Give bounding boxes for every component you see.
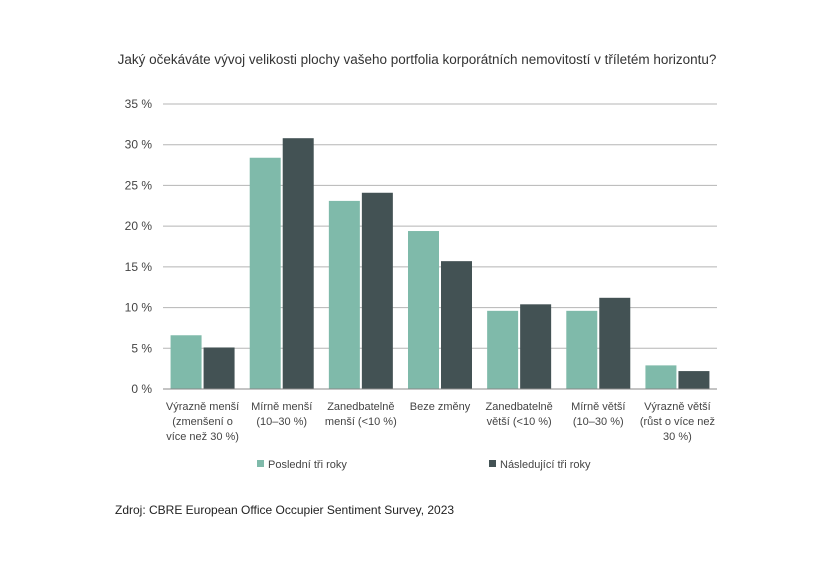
bar-next-three-years	[282, 138, 314, 389]
bar-next-three-years	[361, 192, 393, 389]
x-category-label-line: více než 30 %)	[166, 431, 239, 443]
y-axis-tick-labels: 0 % 5 % 10 % 15 % 20 % 25 % 30 % 35 %	[125, 97, 153, 396]
bar-last-three-years	[645, 365, 677, 389]
bar-last-three-years	[249, 157, 281, 389]
x-category-label: Zanedbatelně menší (<10 %)	[325, 401, 397, 428]
x-category-label-line: Zanedbatelně	[486, 401, 553, 413]
x-category-label: Výrazně větší (růst o více než 30 %)	[640, 401, 715, 443]
x-category-label-line: Výrazně větší	[644, 401, 711, 413]
bars	[170, 138, 710, 389]
bar-next-three-years	[678, 371, 710, 389]
x-category-label-line: Beze změny	[410, 401, 471, 413]
x-category-label-line: větší (<10 %)	[487, 416, 552, 428]
legend-label: Následující tři roky	[500, 459, 591, 471]
y-tick-label: 20 %	[125, 219, 153, 233]
x-category-label-line: Výrazně menší	[166, 401, 239, 413]
x-category-label-line: (10–30 %)	[573, 416, 624, 428]
y-tick-label: 10 %	[125, 301, 153, 315]
x-category-label: Výrazně menší (zmenšení o více než 30 %)	[166, 401, 239, 443]
bar-last-three-years	[408, 231, 439, 389]
x-category-label-line: (10–30 %)	[256, 416, 307, 428]
legend-swatch	[257, 460, 264, 467]
bar-next-three-years	[520, 304, 552, 389]
x-category-label: Mírně menší (10–30 %)	[251, 401, 312, 428]
y-tick-label: 5 %	[131, 341, 152, 355]
bar-next-three-years	[203, 347, 235, 389]
y-tick-label: 30 %	[125, 138, 153, 152]
x-category-label-line: 30 %)	[663, 431, 692, 443]
bar-last-three-years	[170, 335, 202, 389]
y-tick-label: 35 %	[125, 97, 153, 111]
x-category-label-line: (zmenšení o	[172, 416, 233, 428]
legend-swatch	[489, 460, 496, 467]
x-category-label-line: Zanedbatelně	[327, 401, 394, 413]
y-tick-label: 25 %	[125, 178, 153, 192]
bar-next-three-years	[441, 261, 472, 389]
source-note: Zdroj: CBRE European Office Occupier Sen…	[115, 503, 455, 517]
gridlines	[163, 103, 717, 349]
x-category-label: Mírně větší (10–30 %)	[571, 401, 625, 428]
x-category-label: Beze změny	[410, 401, 471, 413]
y-tick-label: 15 %	[125, 260, 153, 274]
bar-last-three-years	[328, 200, 360, 389]
legend-label: Poslední tři roky	[268, 459, 347, 471]
x-axis-category-labels: Výrazně menší (zmenšení o více než 30 %) Mí…	[166, 401, 715, 443]
chart-title: Jaký očekáváte vývoj velikosti plochy va…	[117, 52, 717, 67]
bar-last-three-years	[566, 310, 598, 389]
x-category-label-line: (růst o více než	[640, 416, 715, 428]
bar-last-three-years	[487, 310, 519, 389]
x-category-label-line: menší (<10 %)	[325, 416, 397, 428]
x-category-label-line: Mírně menší	[251, 401, 312, 413]
legend: Poslední tři roky Následující tři roky	[257, 459, 591, 471]
y-tick-label: 0 %	[131, 382, 152, 396]
x-category-label: Zanedbatelně větší (<10 %)	[486, 401, 553, 428]
x-category-label-line: Mírně větší	[571, 401, 625, 413]
bar-next-three-years	[599, 297, 631, 389]
